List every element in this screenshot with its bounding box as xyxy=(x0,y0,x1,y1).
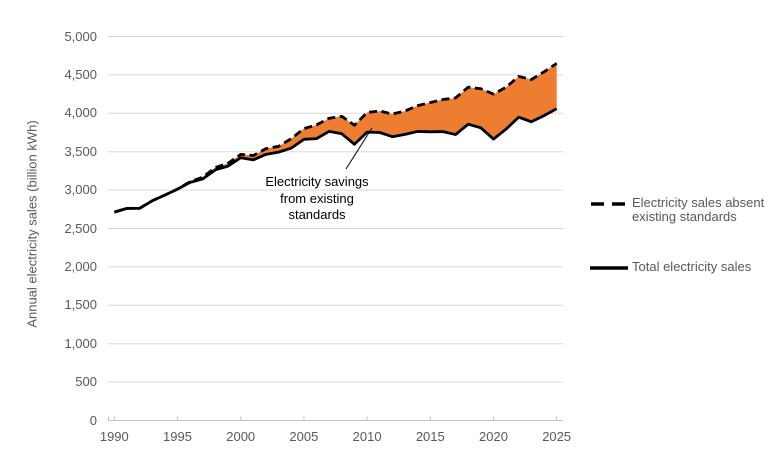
y-tick-label: 3,500 xyxy=(64,143,97,159)
y-tick-label: 0 xyxy=(89,412,97,428)
y-tick-label: 5,000 xyxy=(64,28,97,44)
y-tick-label: 4,500 xyxy=(64,66,97,82)
y-tick-label: 1,500 xyxy=(64,297,97,313)
x-axis xyxy=(108,416,563,421)
y-tick-label: 4,000 xyxy=(64,105,97,121)
x-tick-label: 2010 xyxy=(352,429,382,444)
y-tick-label: 1,000 xyxy=(64,335,97,351)
savings-annotation: Electricity savings from existing standa… xyxy=(265,174,369,222)
x-tick-label: 2000 xyxy=(226,429,256,444)
dashed-line-sample xyxy=(591,202,628,206)
x-tick-label: 2015 xyxy=(415,429,445,444)
x-tick-label: 2005 xyxy=(289,429,319,444)
legend-item-total-sales: Total electricity sales xyxy=(590,260,776,274)
savings-area xyxy=(114,63,557,213)
legend: Electricity sales absent existing standa… xyxy=(590,196,776,274)
legend-label-absent-standards: Electricity sales absent existing standa… xyxy=(632,195,765,224)
gridlines xyxy=(108,36,563,383)
annotation-leader-line xyxy=(345,127,373,170)
x-tick-label: 2020 xyxy=(479,429,508,444)
solid-line-sample xyxy=(590,266,628,270)
y-tick-label: 500 xyxy=(75,374,97,390)
y-tick-label: 2,000 xyxy=(64,258,97,274)
x-tick-label: 1990 xyxy=(99,429,129,444)
y-tick-label: 2,500 xyxy=(64,220,97,236)
y-axis-title: Annual electricity sales (billion kWh) xyxy=(24,120,40,328)
y-tick-label: 3,000 xyxy=(64,182,97,198)
x-tick-label: 2025 xyxy=(542,429,572,444)
absent-standards-line xyxy=(113,62,558,214)
legend-label-total-sales: Total electricity sales xyxy=(632,259,752,274)
x-tick-label: 1995 xyxy=(163,429,192,444)
legend-item-absent-standards: Electricity sales absent existing standa… xyxy=(590,196,776,223)
